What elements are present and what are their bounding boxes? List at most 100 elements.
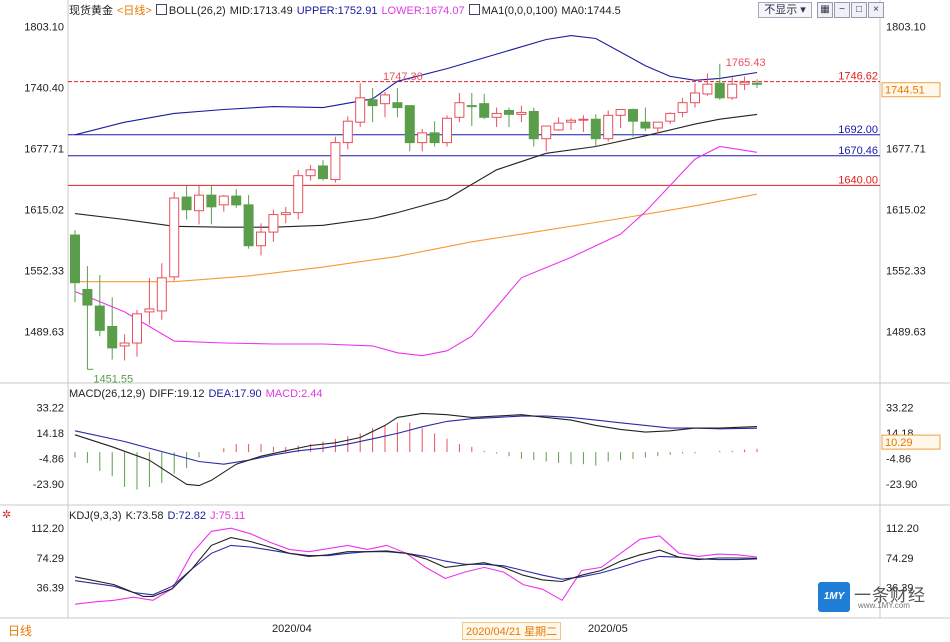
candle-body	[690, 92, 700, 104]
diff-line	[74, 412, 758, 487]
candle-body	[752, 82, 762, 85]
boll-mid-line	[74, 113, 758, 228]
macd-axis-tick-right: 33.22	[886, 403, 914, 415]
candle-body	[677, 102, 688, 113]
level-label: 1692.00	[838, 124, 878, 136]
candle-body	[504, 109, 514, 115]
candle-body	[578, 118, 589, 121]
kdj-header: KDJ(9,3,3) K:73.58 D:72.82 J:75.11	[69, 510, 249, 526]
boll-upper-value: UPPER:1752.91	[296, 5, 378, 17]
candle-body	[516, 111, 527, 115]
chevron-down-icon: ▾	[800, 4, 806, 16]
hide-indicator-button[interactable]: 不显示 ▾	[758, 2, 812, 18]
candle-body	[70, 234, 80, 284]
kdj-axis-tick-left: 74.29	[36, 553, 64, 565]
price-axis-tick-left: 1615.02	[24, 205, 64, 217]
ma0-value: MA0:1744.5	[561, 5, 621, 17]
level-label: 1746.62	[838, 71, 878, 83]
candle-body	[665, 112, 676, 122]
kdj-axis-tick-right: 74.29	[886, 553, 914, 565]
candle-body	[342, 120, 353, 144]
candle-body	[355, 97, 366, 123]
kdj-j-value: J:75.11	[210, 510, 246, 522]
kdj-k-line	[74, 537, 758, 597]
swing-high-marker: 1747.36	[383, 71, 423, 83]
candle-body	[318, 165, 328, 180]
price-axis-tick-left: 1552.33	[24, 266, 64, 278]
candle-body	[603, 114, 614, 140]
close-icon[interactable]: ×	[868, 2, 884, 18]
price-axis-tick-left: 1677.71	[24, 144, 64, 156]
candle-body	[491, 112, 502, 118]
dea-line	[74, 415, 758, 465]
period-tag: <日线>	[117, 5, 152, 17]
macd-axis-tick-left: -4.86	[39, 454, 64, 466]
candle-body	[615, 109, 626, 116]
candle-body	[206, 194, 217, 208]
candle-body	[181, 196, 192, 211]
watermark: 1MY 一条财经 www.1MY.com	[818, 582, 948, 612]
candle-body	[280, 212, 291, 216]
cursor-date-label: 2020/04/21 星期二	[462, 622, 562, 640]
instrument-name: 现货黄金	[69, 5, 113, 17]
candle-body	[628, 109, 638, 122]
candle-body	[566, 119, 576, 123]
kdj-k-value: K:73.58	[125, 510, 164, 522]
candle-body	[727, 83, 738, 99]
candle-body	[454, 102, 465, 118]
candle-body	[702, 83, 713, 95]
kdj-d-value: D:72.82	[167, 510, 207, 522]
candle-body	[380, 94, 390, 105]
level-label: 1640.00	[838, 174, 878, 186]
candle-body	[218, 195, 229, 206]
candle-body	[330, 142, 341, 181]
macd-axis-tick-right: -4.86	[886, 454, 911, 466]
candle-body	[268, 214, 279, 233]
boll-icon	[155, 4, 167, 15]
maximize-icon[interactable]: □	[851, 2, 867, 18]
macd-axis-tick-right: -23.90	[886, 479, 917, 491]
candle-body	[107, 325, 118, 349]
candle-body	[94, 305, 105, 331]
candle-body	[417, 132, 428, 144]
ma-icon	[468, 4, 480, 15]
candle-body	[256, 231, 266, 247]
macd-axis-tick-left: -23.90	[33, 479, 64, 491]
last-price-box	[881, 82, 941, 98]
macd-name: MACD(26,12,9)	[69, 388, 146, 400]
boll-mid-value: MID:1713.49	[229, 5, 293, 17]
date-axis-label-may: 2020/05	[588, 623, 628, 635]
candle-body	[442, 117, 452, 144]
settings-gear-icon[interactable]: ✲	[2, 509, 12, 521]
candle-body	[144, 308, 155, 313]
candle-body	[714, 82, 725, 99]
kdj-axis-tick-left: 112.20	[31, 523, 64, 535]
macd-value: MACD:2.44	[265, 388, 323, 400]
minus-icon[interactable]: −	[834, 2, 850, 18]
candle-body	[541, 125, 552, 140]
ma-line	[75, 193, 758, 283]
candle-body	[652, 121, 663, 129]
boll-upper-line	[74, 35, 758, 136]
candle-body	[243, 204, 254, 247]
level-label: 1670.46	[838, 145, 878, 157]
kdj-name: KDJ(9,3,3)	[69, 510, 122, 522]
watermark-name: 一条财经	[854, 586, 926, 605]
ma-name: MA1(0,0,0,100)	[481, 5, 558, 17]
candle-body	[194, 194, 204, 212]
candle-body	[590, 118, 601, 140]
candle-body	[82, 289, 93, 306]
candle-body	[293, 175, 304, 214]
price-axis-tick-right: 1677.71	[886, 144, 926, 156]
candle-body	[367, 99, 378, 107]
chart-icon[interactable]: ▦	[817, 2, 833, 18]
watermark-logo: 1MY	[818, 582, 850, 612]
candle-body	[305, 169, 316, 177]
period-footer-label[interactable]: 日线	[8, 624, 33, 638]
candle-body	[739, 81, 750, 85]
candle-body	[404, 105, 415, 144]
kdj-axis-tick-right: 36.39	[886, 582, 914, 594]
high-price-marker: 1765.43	[726, 57, 766, 69]
macd-axis-tick-left: 33.22	[36, 403, 64, 415]
